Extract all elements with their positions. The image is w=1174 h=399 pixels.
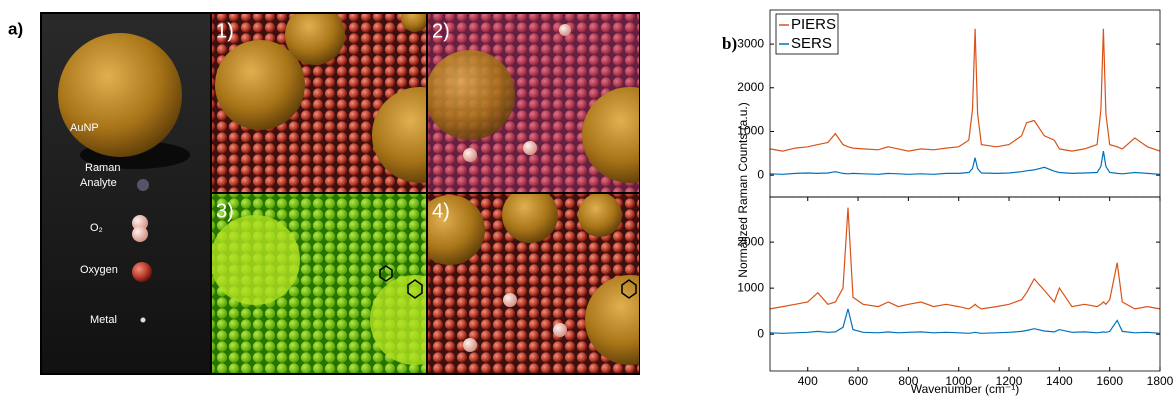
metal-icon	[141, 318, 146, 323]
y-tick-label: 1000	[737, 124, 764, 138]
x-tick-label: 1000	[945, 374, 972, 388]
y-tick-label: 2000	[737, 80, 764, 94]
x-tick-label: 1800	[1147, 374, 1174, 388]
x-tick-label: 400	[798, 374, 818, 388]
quadrant-4	[415, 187, 675, 373]
x-tick-label: 1600	[1096, 374, 1123, 388]
legend-text: Metal	[90, 314, 117, 326]
x-tick-label: 600	[848, 374, 868, 388]
series-line	[770, 309, 1160, 333]
legend-label: SERS	[791, 35, 832, 52]
quadrant-label: 1)	[216, 20, 234, 42]
legend-text: O₂	[90, 222, 103, 234]
series-line	[770, 151, 1160, 174]
quadrant-label: 4)	[432, 200, 450, 222]
oxygen-icon	[132, 262, 152, 282]
quadrant-label: 2)	[432, 20, 450, 42]
y-tick-label: 0	[757, 167, 764, 181]
quadrant-2	[425, 14, 678, 192]
quadrant-3	[210, 194, 460, 373]
legend-label: PIERS	[791, 16, 836, 33]
aunp-icon	[58, 33, 182, 157]
y-tick-label: 2000	[737, 234, 764, 248]
x-tick-label: 1200	[996, 374, 1023, 388]
x-tick-label: 800	[898, 374, 918, 388]
figure: a) AuNP Raman Analyte O₂ Oxygen Metal	[0, 0, 1174, 399]
panel-label: a)	[8, 19, 23, 38]
y-tick-label: 1000	[737, 280, 764, 294]
analyte-icon	[137, 179, 149, 191]
panel-label: b)	[722, 34, 737, 53]
y-tick-label: 0	[757, 326, 764, 340]
y-tick-label: 3000	[737, 36, 764, 50]
legend-text: Oxygen	[80, 264, 118, 276]
page: {"panel_a": {"label": "a)", "legend_item…	[0, 0, 1174, 399]
series-line	[770, 208, 1160, 309]
legend-text: Analyte	[80, 177, 117, 189]
legend-text: Raman	[85, 162, 120, 174]
o2-icon	[132, 226, 148, 242]
plot-frame	[770, 197, 1160, 371]
quadrant-label: 3)	[216, 200, 234, 222]
legend-text: AuNP	[70, 122, 99, 134]
x-tick-label: 1400	[1046, 374, 1073, 388]
